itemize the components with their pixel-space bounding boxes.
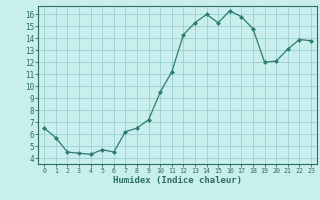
X-axis label: Humidex (Indice chaleur): Humidex (Indice chaleur) xyxy=(113,176,242,185)
